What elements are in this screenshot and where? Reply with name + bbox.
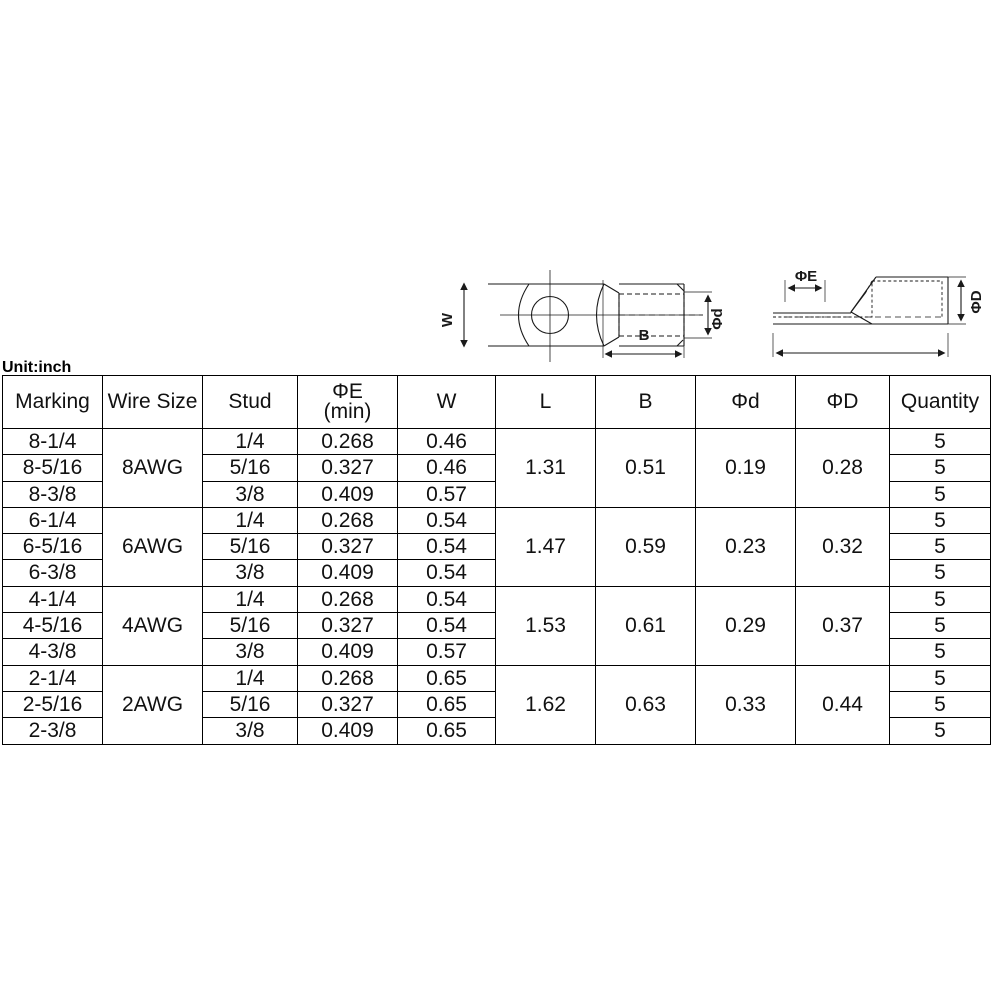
- svg-text:ΦD: ΦD: [968, 290, 985, 313]
- svg-text:B: B: [639, 327, 650, 344]
- svg-text:ΦE: ΦE: [795, 268, 817, 285]
- svg-text:W: W: [439, 312, 456, 327]
- svg-text:Φd: Φd: [709, 308, 726, 329]
